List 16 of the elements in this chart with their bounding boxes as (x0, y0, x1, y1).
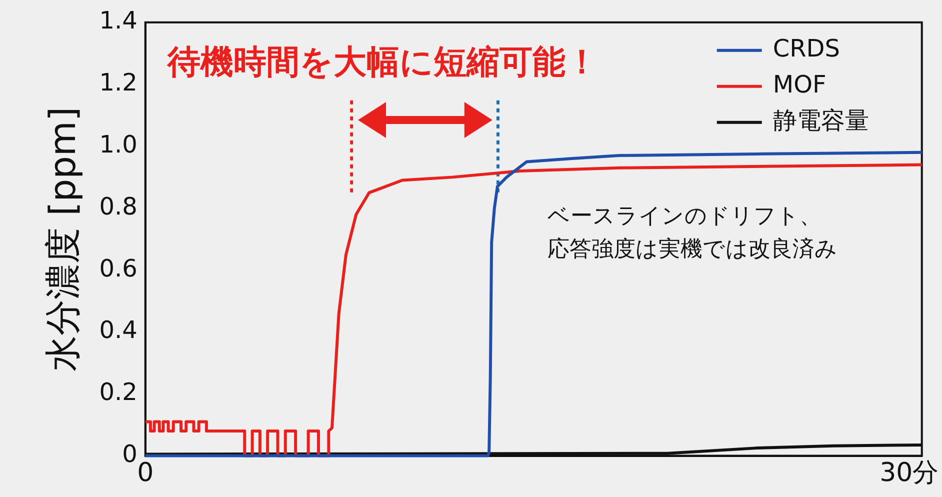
annotation: 応答強度は実機では改良済み (547, 237, 838, 262)
legend-label: CRDS (772, 34, 840, 63)
legend-label: 静電容量 (772, 106, 869, 135)
legend-label: MOF (772, 70, 826, 99)
y-tick-label: 0 (122, 440, 138, 468)
y-tick-label: 0.2 (99, 378, 138, 406)
y-tick-label: 0.8 (99, 192, 138, 220)
y-tick-label: 0.4 (99, 316, 138, 344)
y-axis-title: 水分濃度 [ppm] (42, 106, 84, 372)
annotation: 待機時間を大幅に短縮可能！ (166, 42, 598, 81)
y-tick-label: 1.2 (99, 68, 138, 97)
y-tick-label: 1.0 (99, 130, 138, 158)
annotation: ベースラインのドリフト、 (547, 204, 822, 230)
y-tick-label: 0.6 (99, 254, 138, 282)
y-tick-label: 1.4 (99, 6, 138, 35)
x-tick-label: 30分 (880, 458, 939, 488)
